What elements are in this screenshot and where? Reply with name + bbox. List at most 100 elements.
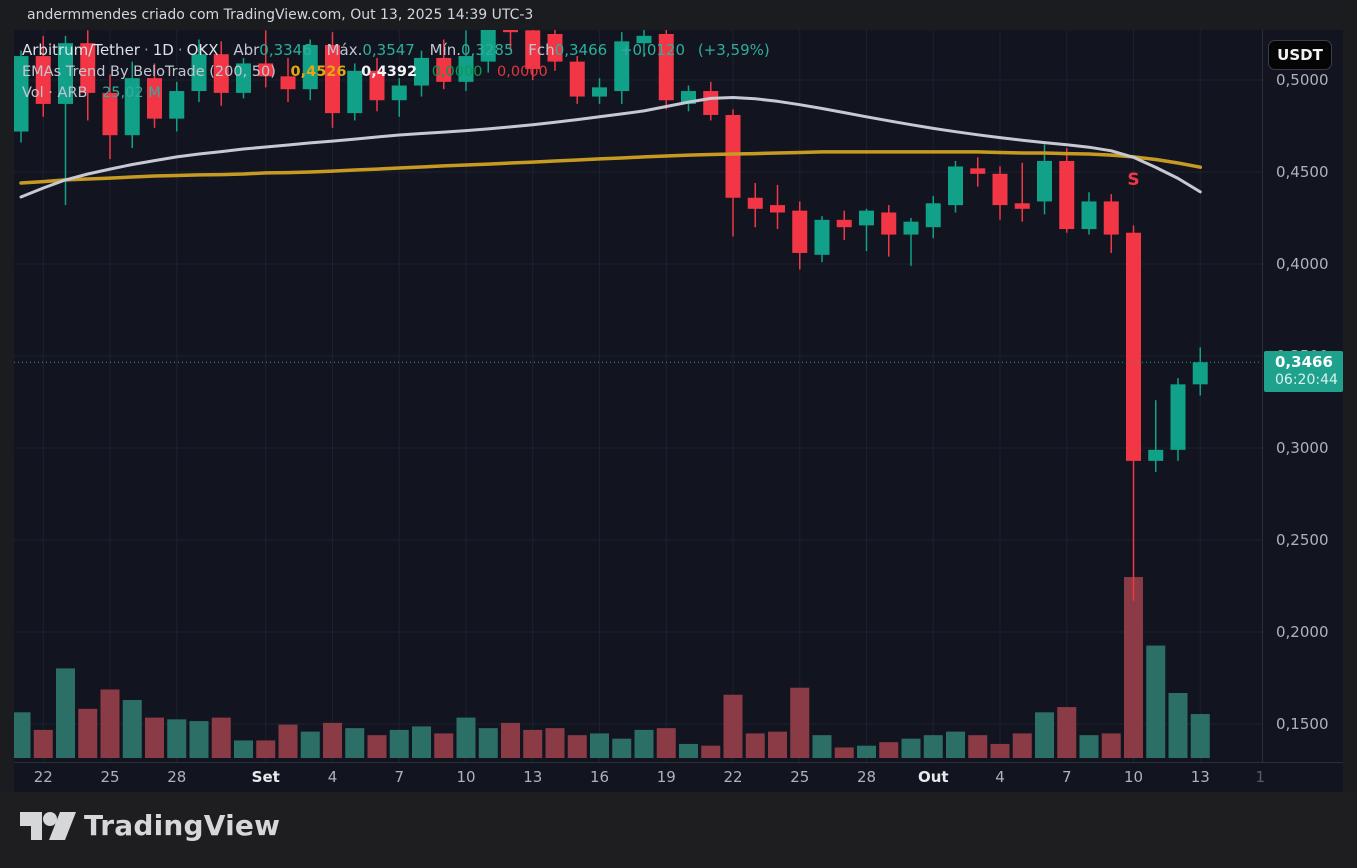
tradingview-brand-text[interactable]: TradingView — [84, 809, 281, 842]
time-tick-label: 22 — [723, 768, 743, 786]
candle-wick — [1021, 162, 1023, 222]
volume-layer — [14, 577, 1210, 758]
time-tick-label: 7 — [1061, 768, 1072, 786]
volume-bar — [768, 731, 787, 758]
volume-bar — [990, 743, 1010, 758]
volume-bar — [478, 728, 498, 758]
volume-bar — [122, 700, 142, 758]
time-tick-label: Out — [917, 768, 949, 786]
low-label: Mín. — [429, 41, 462, 59]
volume-bar — [1057, 707, 1077, 758]
volume-bar — [167, 719, 187, 758]
volume-bar — [434, 733, 454, 758]
volume-bar — [14, 712, 31, 758]
time-tick-label: Set — [251, 768, 280, 786]
candle-body — [191, 54, 207, 92]
candle-body — [503, 30, 518, 33]
chart-canvas[interactable]: S — [14, 30, 1262, 762]
price-tick-label: 0,4000 — [1276, 255, 1329, 273]
volume-bar — [679, 743, 698, 758]
volume-bar — [923, 735, 943, 758]
candle-body — [1192, 362, 1208, 385]
candle-body — [525, 30, 541, 69]
candle-wick — [64, 35, 67, 206]
tradingview-logo-icon[interactable] — [20, 812, 94, 840]
volume-bar — [1012, 733, 1032, 758]
volume-legend-row[interactable]: Vol · ARB 25,02 M — [22, 85, 770, 101]
ema200-value: 0,4526 — [290, 64, 347, 80]
volume-bar — [901, 738, 921, 758]
volume-bar — [523, 729, 543, 758]
close-label: Fch — [528, 41, 555, 59]
price-tick-label: 0,1500 — [1276, 715, 1329, 733]
time-tick-label: 16 — [589, 768, 610, 786]
volume-bar — [456, 717, 476, 758]
candle-body — [347, 70, 363, 114]
volume-bar — [367, 735, 387, 758]
attribution-text: andermmendes criado com TradingView.com,… — [27, 7, 534, 23]
candle-body — [80, 43, 96, 93]
candles-layer — [14, 30, 1208, 601]
volume-bar — [634, 729, 654, 758]
candle-body — [836, 219, 852, 228]
volume-bar — [145, 717, 164, 758]
candle-body — [369, 70, 385, 101]
candle-body — [213, 54, 229, 93]
price-scale[interactable]: USDT 0,50000,45000,40000,35000,30000,250… — [1262, 30, 1343, 792]
candle-body — [480, 30, 496, 62]
time-tick-label: 28 — [167, 768, 187, 786]
time-tick-label: 7 — [394, 768, 405, 786]
candle-wick — [865, 208, 868, 252]
candle-body — [1170, 384, 1186, 450]
candle-wick — [265, 30, 267, 88]
time-tick-label: 4 — [995, 768, 1005, 786]
price-tick-label: 0,2000 — [1276, 623, 1329, 641]
volume-bar — [612, 738, 632, 758]
volume-bar — [946, 731, 965, 758]
symbol-title: Arbitrum/Tether — [22, 41, 140, 59]
candle-body — [1081, 201, 1097, 230]
currency-toggle-button[interactable]: USDT — [1268, 40, 1332, 70]
high-label: Máx. — [326, 41, 363, 59]
time-tick-label: 13 — [1190, 768, 1210, 786]
candle-body — [302, 45, 318, 90]
volume-bar — [723, 694, 743, 758]
volume-bar — [256, 740, 276, 758]
volume-bar — [879, 742, 899, 758]
time-tick-label: 19 — [656, 768, 676, 786]
candle-body — [881, 212, 897, 235]
sell-signal-marker: S — [1127, 170, 1139, 190]
close-value: 0,3466 — [554, 41, 608, 59]
candle-body — [925, 203, 941, 228]
time-tick-label: 10 — [1123, 768, 1144, 786]
candle-body — [614, 41, 630, 92]
volume-bar — [834, 747, 854, 758]
current-price-value: 0,3466 — [1275, 353, 1333, 372]
change-value: +0,0120 — [619, 41, 686, 59]
time-scale[interactable]: 22 25 28 Set 4 7 10 13 16 19 22 25 28 Out 4 7 10 13 1 — [14, 762, 1343, 792]
separator-dot: · — [177, 41, 183, 59]
candle-body — [325, 45, 340, 114]
attribution-bar: andermmendes criado com TradingView.com,… — [0, 0, 1357, 30]
volume-bar — [389, 729, 409, 758]
symbol-legend-row[interactable]: Arbitrum/Tether · 1D · OKX Abr0,3346 Máx.0,3… — [22, 41, 770, 59]
candle-body — [948, 166, 963, 206]
volume-bar — [545, 728, 565, 758]
volume-bar — [790, 687, 810, 758]
candle-body — [903, 221, 919, 235]
candle-body — [814, 219, 830, 255]
candle-body — [569, 61, 585, 97]
volume-bar — [300, 731, 320, 758]
candle-body — [725, 114, 741, 198]
volume-bar — [100, 689, 120, 758]
candle-body — [1148, 449, 1164, 461]
volume-bar — [56, 668, 75, 758]
candle-body — [58, 43, 73, 104]
indicator-legend-row[interactable]: EMAs Trend By BeloTrade (200, 50) 0,4526… — [22, 64, 770, 80]
signal-down-value: 0,0000 — [497, 64, 548, 80]
candle-body — [970, 168, 986, 174]
bar-countdown-timer: 06:20:44 — [1275, 372, 1338, 389]
volume-bar — [857, 745, 876, 758]
volume-bar — [323, 722, 342, 758]
volume-bar — [234, 740, 253, 758]
